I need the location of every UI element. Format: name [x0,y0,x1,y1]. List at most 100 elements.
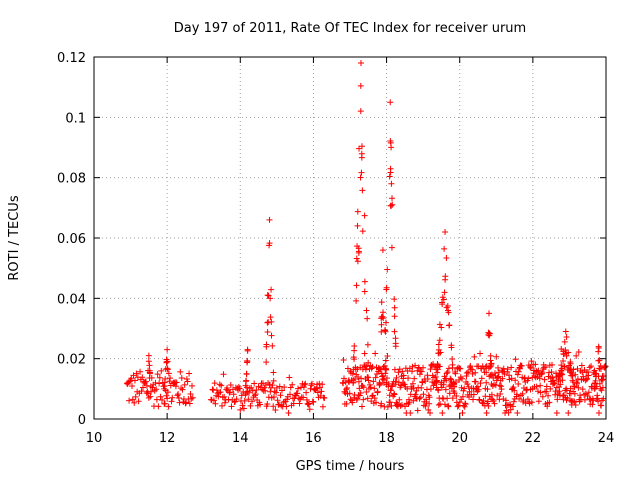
data-point [355,374,362,381]
data-point [457,365,464,372]
data-point [477,350,484,357]
data-point [487,357,494,364]
data-point [386,392,393,399]
data-point [346,390,353,397]
data-point [451,383,458,390]
data-point [145,358,152,365]
data-point [528,358,535,365]
data-point [246,389,253,396]
data-point [273,384,280,391]
data-point [271,388,278,395]
data-point [440,296,447,303]
data-point [545,392,552,399]
data-point [532,361,539,368]
plot-frame [93,56,607,420]
data-point [189,382,196,389]
data-point [294,390,301,397]
data-point [302,380,309,387]
data-point [535,398,542,405]
data-point [216,389,223,396]
data-point [459,375,466,382]
data-point [413,387,420,394]
data-point [286,374,293,381]
data-point [357,108,364,115]
data-point [597,362,604,369]
data-point [547,385,554,392]
data-point [575,384,582,391]
data-point [378,313,385,320]
data-point [374,388,381,395]
data-point [129,396,136,403]
data-point [371,395,378,402]
data-point [561,338,568,345]
data-point [442,276,449,283]
data-point [268,332,275,339]
data-point [174,392,181,399]
data-point [382,319,389,326]
data-point [585,389,592,396]
data-point [416,395,423,402]
data-point [287,384,294,391]
data-point [301,381,308,388]
data-point [414,407,421,414]
data-point [537,382,544,389]
data-point [396,396,403,403]
data-point [146,367,153,374]
data-point [461,385,468,392]
data-point [376,381,383,388]
data-point [589,401,596,408]
data-point [376,379,383,386]
data-point [399,368,406,375]
data-point [449,361,456,368]
data-point [126,378,133,385]
data-point [303,389,310,396]
data-point [406,399,413,406]
data-point [251,392,258,399]
data-point [424,376,431,383]
data-point [270,393,277,400]
data-point [593,373,600,380]
data-point [392,381,399,388]
data-point [539,369,546,376]
data-point [236,385,243,392]
data-point [173,379,180,386]
data-point [358,375,365,382]
data-point [514,409,521,416]
data-point [595,348,602,355]
data-point [515,368,522,375]
data-point [365,359,372,366]
data-point [510,398,517,405]
data-point [243,377,250,384]
data-point [573,352,580,359]
data-point [392,340,399,347]
data-point [486,330,493,337]
data-point [377,366,384,373]
data-point [129,382,136,389]
data-point [357,390,364,397]
data-point [347,396,354,403]
data-point [387,169,394,176]
data-point [319,403,326,410]
data-point [278,402,285,409]
data-point [535,367,542,374]
data-point [161,400,168,407]
data-point [189,394,196,401]
data-point [459,409,466,416]
data-point [351,356,358,363]
data-point [359,187,366,194]
data-point [285,409,292,416]
data-point [558,362,565,369]
data-point [556,370,563,377]
data-point [485,310,492,317]
data-point [513,391,520,398]
y-tick-label: 0 [78,413,86,428]
data-point [306,406,313,413]
data-point [590,397,597,404]
data-point [376,365,383,372]
data-point [459,393,466,400]
data-point [165,403,172,410]
data-point [364,395,371,402]
data-point [265,292,272,299]
data-point [151,387,158,394]
data-point [164,346,171,353]
